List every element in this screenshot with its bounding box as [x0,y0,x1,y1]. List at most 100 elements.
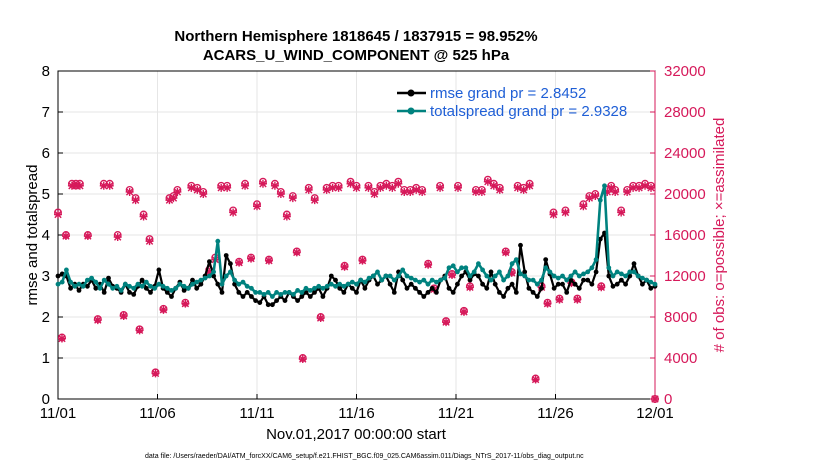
rmse-point [539,285,544,291]
totalspread-point [434,279,439,285]
rmse-point [501,294,506,299]
obs-assimilated-point [382,181,391,190]
obs-assimilated-point [187,183,196,192]
totalspread-point [593,257,599,262]
obs-assimilated-point [651,395,659,403]
rmse-point [619,277,624,283]
obs-assimilated-point [247,254,256,263]
totalspread-point [387,273,393,279]
rmse-point [341,290,347,295]
totalspread-point [303,285,309,291]
obs-assimilated-point [531,375,540,384]
rmse-point [354,290,359,295]
totalspread-point [337,281,343,287]
totalspread-point [585,269,591,275]
rmse-point [131,292,137,297]
totalspread-point [509,261,515,267]
totalspread-point [85,277,90,283]
rmse-point [425,290,431,295]
obs-assimilated-point [75,181,84,190]
obs-assimilated-point [298,355,307,364]
totalspread-point [476,261,481,267]
totalspread-point [148,283,153,289]
series-lines [55,183,658,308]
totalspread-point [270,294,275,299]
totalspread-point [644,277,649,283]
rmse-point [518,242,523,248]
obs-assimilated-point [635,183,644,192]
totalspread-point [244,283,250,289]
totalspread-point [425,281,431,287]
rmse-point [169,294,174,299]
obs-assimilated-point [513,183,522,192]
totalspread-point [223,273,229,279]
rmse-point [164,290,170,295]
totalspread-point [320,285,326,291]
totalspread-point [497,269,502,275]
obs-assimilated-point [316,314,325,323]
totalspread-point [156,281,162,287]
totalspread-point [400,267,406,273]
rmse-point [337,285,343,291]
rmse-point [597,236,603,242]
rmse-point [408,281,414,287]
obs-assimilated-point [394,179,403,188]
obs-assimilated-point [173,187,182,196]
obs-assimilated-point [253,202,261,211]
obs-assimilated-point [270,181,279,190]
totalspread-point [160,283,166,289]
obs-assimilated-point [105,181,114,190]
rmse-point [68,285,73,291]
obs-assimilated-point [61,232,70,241]
rmse-point [614,281,620,287]
obs-assimilated-point [647,183,656,192]
totalspread-point [488,277,494,283]
rmse-point [640,281,645,287]
totalspread-point [122,281,128,287]
obs-assimilated-point [376,183,385,192]
rmse-point [76,288,82,293]
x-tick-label: 11/26 [537,405,573,422]
obs-assimilated-point [549,210,558,219]
obs-assimilated-point [282,212,291,221]
y-tick-label: 3 [42,268,50,285]
totalspread-point [459,265,464,271]
totalspread-point [143,279,149,285]
totalspread-point [518,271,523,277]
legend-rmse-label: rmse grand pr = 2.8452 [430,85,586,102]
totalspread-point [164,285,170,291]
obs-assimilated-point [448,270,457,279]
rmse-point [236,290,242,295]
totalspread-point [576,273,582,279]
rmse-point [299,294,305,299]
totalspread-point [568,273,574,279]
obs-assimilated-point [151,369,160,378]
rmse-point [333,277,338,283]
totalspread-point [652,281,658,287]
y-tick-label: 1 [42,350,50,367]
totalspread-point [417,279,422,285]
totalspread-point [463,265,469,271]
rmse-point [467,277,473,283]
y-tick-label: 4 [42,227,50,244]
obs-assimilated-point [135,326,144,335]
rmse-point [589,281,595,287]
x-axis-label: Nov.01,2017 00:00:00 start [266,426,447,443]
totalspread-point [442,275,448,281]
obs-assimilated-point [113,233,122,242]
totalspread-point [614,269,620,275]
totalspread-point [370,273,376,279]
totalspread-point [194,279,200,285]
totalspread-point [291,292,296,297]
obs-assimilated-point [193,185,202,194]
obs-assimilated-point [519,185,528,194]
obs-assimilated-point [579,202,588,211]
rmse-point [127,290,132,295]
totalspread-point [232,277,238,283]
obs-assimilated-point [442,318,451,327]
rmse-point [215,281,221,287]
totalspread-point [312,285,317,291]
y2-tick-label: 0 [664,391,672,408]
rmse-point [450,290,456,295]
y-tick-label: 7 [42,104,50,121]
